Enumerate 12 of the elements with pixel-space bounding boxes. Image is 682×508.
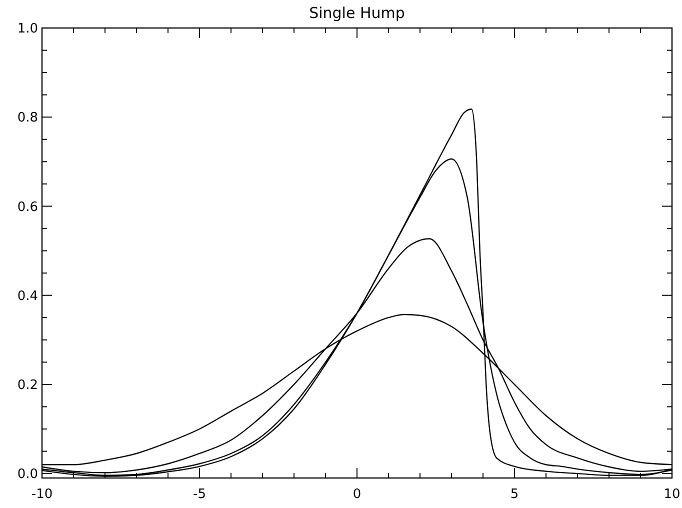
chart-title: Single Hump xyxy=(309,4,405,22)
x-tick-label: -5 xyxy=(193,487,206,502)
x-tick-label: -10 xyxy=(31,487,53,502)
x-tick-label: 0 xyxy=(352,487,362,502)
x-tick-label: 5 xyxy=(510,487,519,502)
y-tick-label: 1.0 xyxy=(17,22,38,37)
y-tick-label: 0.2 xyxy=(17,378,38,393)
y-tick-label: 0.8 xyxy=(17,110,38,126)
y-tick-label: 0.4 xyxy=(17,288,38,304)
y-tick-label: 0.0 xyxy=(17,467,38,482)
x-tick-label: 10 xyxy=(664,487,680,502)
y-tick-label: 0.6 xyxy=(17,200,38,215)
